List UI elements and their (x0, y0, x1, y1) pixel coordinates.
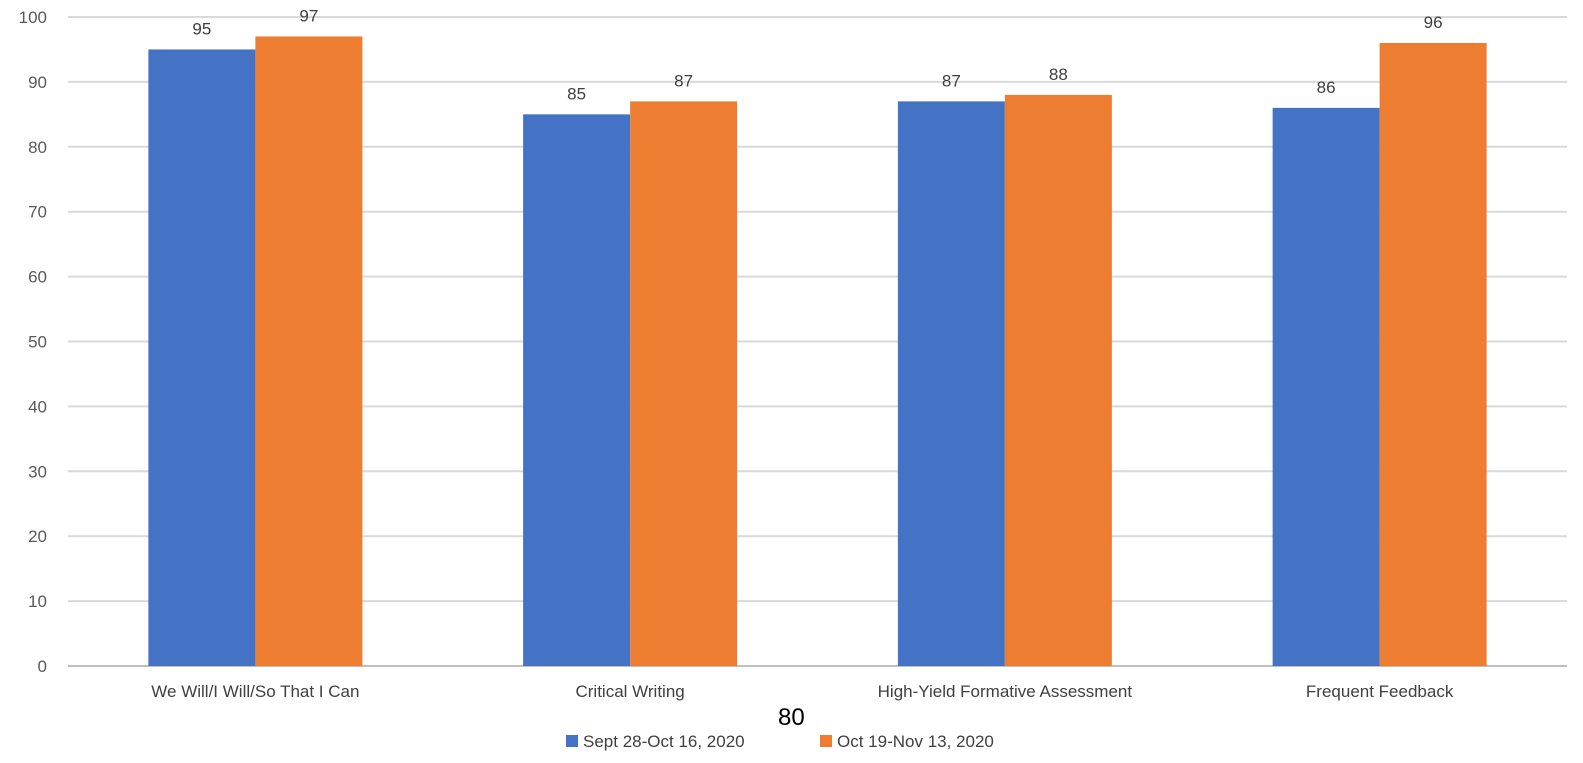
y-tick-label-20: 20 (28, 527, 47, 546)
legend-label-1: Sept 28-Oct 16, 2020 (583, 732, 745, 751)
legend: Sept 28-Oct 16, 2020 Oct 19-Nov 13, 2020 (566, 732, 994, 751)
category-label-2: Critical Writing (575, 682, 684, 701)
category-label-1: We Will/I Will/So That I Can (151, 682, 359, 701)
y-tick-label-90: 90 (28, 73, 47, 92)
y-tick-label-80: 80 (28, 138, 47, 157)
bar-1-3 (897, 101, 1005, 667)
bar-2-3 (1004, 94, 1112, 666)
data-label-1-3: 87 (942, 71, 961, 90)
category-label-4: Frequent Feedback (1306, 682, 1454, 701)
y-tick-label-60: 60 (28, 268, 47, 287)
category-label-3: High-Yield Formative Assessment (878, 682, 1133, 701)
data-labels: 95 97 85 87 87 88 86 96 (192, 6, 1442, 103)
data-label-1-4: 86 (1317, 78, 1336, 97)
y-axis-tick-labels: 0 10 20 30 40 50 60 70 80 90 100 (19, 8, 47, 676)
bar-2-4 (1379, 42, 1487, 666)
bar-1-2 (523, 114, 631, 667)
data-label-2-3: 88 (1049, 65, 1068, 84)
data-label-2-2: 87 (674, 71, 693, 90)
x-axis-category-labels: We Will/I Will/So That I Can Critical Wri… (151, 682, 1454, 701)
data-label-1-2: 85 (567, 84, 586, 103)
bar-2-2 (630, 101, 738, 667)
y-tick-label-100: 100 (19, 8, 47, 27)
y-tick-label-0: 0 (38, 657, 47, 676)
y-tick-label-30: 30 (28, 462, 47, 481)
data-label-2-4: 96 (1424, 13, 1443, 32)
data-label-2-1: 97 (299, 6, 318, 25)
y-tick-label-70: 70 (28, 203, 47, 222)
legend-swatch-1 (566, 735, 578, 747)
data-label-1-1: 95 (192, 19, 211, 38)
bar-2-1 (255, 36, 363, 667)
bar-1-1 (148, 49, 256, 666)
bar-1-4 (1272, 107, 1380, 667)
page-number: 80 (778, 704, 805, 731)
legend-swatch-2 (820, 735, 832, 747)
y-tick-label-40: 40 (28, 397, 47, 416)
y-tick-label-50: 50 (28, 333, 47, 352)
y-tick-label-10: 10 (28, 592, 47, 611)
bars (148, 36, 1487, 667)
legend-label-2: Oct 19-Nov 13, 2020 (837, 732, 994, 751)
